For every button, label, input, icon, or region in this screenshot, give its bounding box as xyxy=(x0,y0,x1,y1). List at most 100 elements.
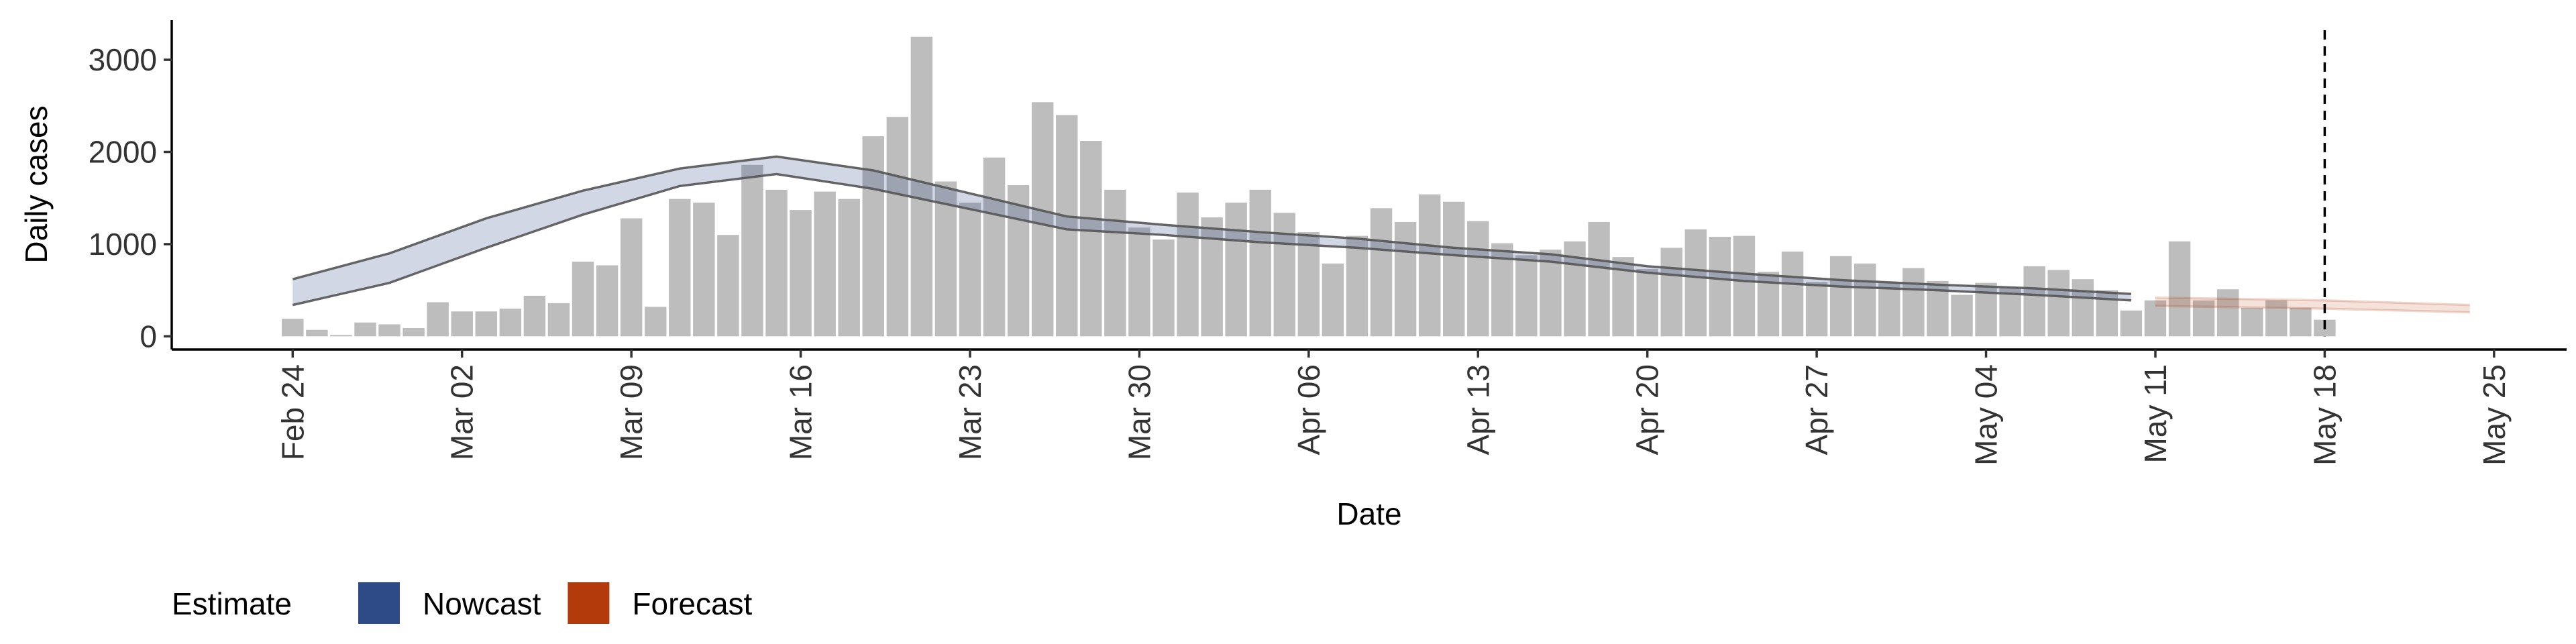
x-axis-title: Date xyxy=(1336,496,1401,531)
y-tick-label: 1000 xyxy=(89,227,157,262)
bar xyxy=(1515,255,1538,337)
bar xyxy=(1684,229,1707,337)
bar xyxy=(1442,201,1465,337)
bar xyxy=(1467,221,1489,337)
bar xyxy=(959,203,981,337)
bar xyxy=(693,203,715,337)
legend-label: Nowcast xyxy=(423,586,541,621)
bar xyxy=(1733,235,1756,337)
bar xyxy=(1781,251,1804,337)
bar xyxy=(2241,307,2263,337)
bar xyxy=(1854,263,1876,337)
bar xyxy=(354,322,376,337)
bar xyxy=(838,199,860,337)
bar xyxy=(1031,102,1054,337)
x-tick-label: Apr 27 xyxy=(1799,364,1834,455)
x-tick-label: May 18 xyxy=(2307,364,2342,466)
bar xyxy=(1056,115,1078,337)
bar xyxy=(282,319,304,337)
bar xyxy=(1636,269,1658,337)
band xyxy=(2155,297,2470,313)
bar xyxy=(1370,208,1393,337)
bar xyxy=(1128,227,1150,337)
x-tick-label: May 11 xyxy=(2138,364,2173,463)
bar xyxy=(572,262,594,337)
bar xyxy=(1080,141,1102,337)
bar xyxy=(402,327,425,337)
bar xyxy=(547,303,570,337)
bar xyxy=(1104,189,1126,337)
bar xyxy=(1829,256,1852,337)
bar xyxy=(1588,221,1610,337)
bar xyxy=(1394,221,1417,337)
bar xyxy=(862,136,884,337)
bar xyxy=(741,164,763,337)
bar xyxy=(717,235,739,337)
bar xyxy=(427,302,449,337)
bar xyxy=(596,265,619,337)
bar xyxy=(475,311,498,337)
bar xyxy=(1999,287,2021,337)
bar xyxy=(2144,300,2167,337)
bar xyxy=(2216,289,2239,337)
legend-swatch xyxy=(358,582,400,624)
bar xyxy=(1177,192,1199,337)
bar xyxy=(2168,241,2191,337)
bar xyxy=(790,210,812,337)
bar xyxy=(2072,279,2094,337)
x-tick-label: Apr 13 xyxy=(1460,364,1495,455)
x-tick-label: Mar 02 xyxy=(445,364,480,460)
bar xyxy=(1225,203,1247,337)
band-edge xyxy=(292,172,2132,307)
x-tick-label: May 25 xyxy=(2477,364,2512,466)
y-tick-label: 2000 xyxy=(89,135,157,170)
x-tick-label: Apr 20 xyxy=(1630,364,1665,455)
bar xyxy=(910,36,933,337)
bar xyxy=(620,218,643,337)
bar xyxy=(1249,189,1271,337)
bar xyxy=(814,191,836,337)
x-tick-label: Feb 24 xyxy=(275,364,310,460)
bar xyxy=(1346,235,1368,337)
bar xyxy=(2047,270,2070,337)
bar xyxy=(330,335,352,337)
y-axis-title: Daily cases xyxy=(19,105,54,263)
bar xyxy=(765,189,788,337)
bar xyxy=(2023,266,2045,337)
band xyxy=(292,156,2131,305)
bar xyxy=(523,295,546,337)
bar xyxy=(451,311,473,337)
bar xyxy=(2120,310,2143,337)
bar xyxy=(886,117,909,337)
bar xyxy=(669,199,691,337)
bar xyxy=(1418,194,1441,337)
y-tick-label: 3000 xyxy=(89,42,157,77)
bar xyxy=(306,329,328,337)
bar xyxy=(644,307,667,337)
legend-swatch xyxy=(568,582,610,624)
bar xyxy=(1152,239,1175,337)
bar xyxy=(1540,250,1562,337)
x-tick-label: Mar 09 xyxy=(614,364,649,460)
y-tick-label: 0 xyxy=(140,319,157,354)
legend-label: Forecast xyxy=(632,586,752,621)
bar xyxy=(1007,184,1030,337)
bar xyxy=(1660,248,1682,337)
bar xyxy=(2290,307,2312,337)
band-edge xyxy=(292,155,2132,295)
bar xyxy=(1878,282,1900,337)
bar xyxy=(1902,268,1925,337)
bar xyxy=(2265,300,2288,337)
bar xyxy=(1297,232,1320,337)
x-tick-label: Mar 23 xyxy=(953,364,987,460)
x-tick-label: May 04 xyxy=(1969,364,2004,466)
bar xyxy=(378,324,400,337)
bar xyxy=(1951,294,1973,337)
bar xyxy=(1273,213,1296,337)
bar xyxy=(1805,282,1828,337)
bar xyxy=(2192,300,2215,337)
x-tick-label: Mar 30 xyxy=(1122,364,1157,460)
legend-title: Estimate xyxy=(172,586,292,621)
bar xyxy=(1709,236,1731,337)
